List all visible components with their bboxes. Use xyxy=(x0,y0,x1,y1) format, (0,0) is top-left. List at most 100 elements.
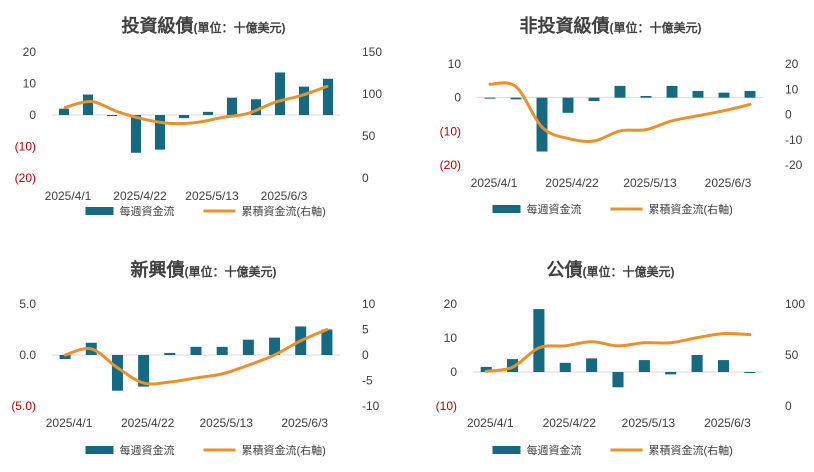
chart-svg: 非投資級債(單位：十億美元) 10 0 (10) (20) 20 10 0 -10 -20 2025… xyxy=(440,15,803,216)
cumulative-flow-line xyxy=(63,328,329,386)
left-tick-label: 0 xyxy=(454,91,461,105)
flow-bar xyxy=(321,329,333,355)
flow-bar xyxy=(692,90,704,98)
flow-bar xyxy=(226,97,238,115)
right-tick-label: 50 xyxy=(785,348,799,362)
x-tick-label: 2025/5/13 xyxy=(185,189,239,203)
left-tick-label: 10 xyxy=(448,57,462,71)
flow-bar xyxy=(216,346,228,355)
x-tick-label: 2025/5/13 xyxy=(623,176,677,190)
right-tick-label: -20 xyxy=(785,158,803,172)
flow-bar xyxy=(510,97,522,100)
left-tick-label: 10 xyxy=(444,331,458,345)
x-tick-label: 2025/4/1 xyxy=(471,176,518,190)
legend-bar-swatch xyxy=(85,207,114,215)
chart-panel-government: 公債(單位：十億美元) 20 10 0 (10) 100 50 0 2025/4/1 2025/4… xyxy=(407,234,814,467)
flow-bar xyxy=(718,92,730,98)
flow-bar xyxy=(480,366,492,372)
right-tick-label: 0 xyxy=(785,399,792,413)
right-tick-label: -10 xyxy=(785,133,803,147)
right-tick-label: 20 xyxy=(785,57,799,71)
right-tick-label: -10 xyxy=(362,399,380,413)
x-tick-label: 2025/4/1 xyxy=(46,416,93,430)
left-tick-label: 0.0 xyxy=(19,348,36,362)
right-tick-label: 0 xyxy=(785,108,792,122)
right-tick-label: 150 xyxy=(362,45,382,59)
flow-bar xyxy=(59,355,71,360)
cumulative-flow-line xyxy=(63,84,329,126)
chart-subtitle: (單位：十億美元) xyxy=(610,20,702,35)
chart-panel-high-yield: 非投資級債(單位：十億美元) 10 0 (10) (20) 20 10 0 -10 -20 2025… xyxy=(407,0,814,234)
legend-bar-label: 每週資金流 xyxy=(120,204,175,218)
right-tick-label: -5 xyxy=(362,374,373,388)
chart-title-main: 新興債 xyxy=(131,259,185,280)
left-tick-label: 20 xyxy=(23,45,37,59)
x-tick-label: 2025/6/3 xyxy=(261,189,308,203)
legend-line-label: 累積資金流(右軸) xyxy=(242,204,326,218)
flow-bar xyxy=(269,337,281,355)
chart-panel-investment-grade: 投資級債(單位：十億美元) 20 10 0 (10) (20) 150 100 50 0 2025/… xyxy=(0,0,407,234)
left-tick-label: (10) xyxy=(436,399,457,413)
left-tick-label: (10) xyxy=(15,140,36,154)
left-tick-label: 10 xyxy=(23,77,37,91)
flow-bar xyxy=(614,85,626,98)
x-tick-label: 2025/4/22 xyxy=(543,416,597,430)
left-tick-label: 0 xyxy=(29,108,36,122)
left-tick-label: 5.0 xyxy=(19,297,36,311)
legend-bar-label: 每週資金流 xyxy=(120,443,175,457)
flow-bar xyxy=(717,360,729,372)
right-tick-label: 50 xyxy=(362,129,376,143)
left-tick-label: (5.0) xyxy=(11,399,36,413)
flow-bar xyxy=(202,111,214,115)
legend-bar-label: 每週資金流 xyxy=(527,202,582,216)
chart-subtitle: (單位：十億美元) xyxy=(583,264,675,279)
legend-bar-swatch xyxy=(492,446,521,454)
chart-subtitle: (單位：十億美元) xyxy=(185,264,277,279)
flow-bar xyxy=(106,115,118,116)
chart-subtitle: (單位：十億美元) xyxy=(194,20,286,35)
chart-title-main: 非投資級債 xyxy=(520,15,610,36)
legend-bar-swatch xyxy=(492,205,521,213)
flow-bar xyxy=(744,372,756,374)
flow-bar xyxy=(178,115,190,119)
left-tick-label: (10) xyxy=(440,124,461,138)
flow-bar xyxy=(666,85,678,98)
flow-bar xyxy=(111,355,123,391)
chart-title-main: 投資級債 xyxy=(122,15,194,36)
flow-bar xyxy=(242,339,254,355)
flow-bar xyxy=(562,97,574,113)
chart-title: 新興債(單位：十億美元) xyxy=(131,259,277,280)
x-tick-label: 2025/4/22 xyxy=(113,189,167,203)
flow-bar xyxy=(58,108,70,115)
x-tick-label: 2025/5/13 xyxy=(199,416,253,430)
flow-bar xyxy=(190,346,202,355)
right-tick-label: 100 xyxy=(362,87,382,101)
chart-svg: 投資級債(單位：十億美元)20100(10)(20)1501005002025/… xyxy=(15,15,383,218)
right-tick-label: 10 xyxy=(362,297,376,311)
left-tick-label: 20 xyxy=(444,297,458,311)
x-tick-label: 2025/4/1 xyxy=(467,416,514,430)
flow-bar xyxy=(250,99,262,115)
cumulative-flow-line xyxy=(484,331,752,373)
chart-title: 公債(單位：十億美元) xyxy=(547,259,675,280)
legend-bar-label: 每週資金流 xyxy=(527,443,582,457)
x-tick-label: 2025/6/3 xyxy=(705,176,752,190)
left-tick-label: (20) xyxy=(15,171,36,185)
chart-title: 非投資級債(單位：十億美元) xyxy=(520,15,702,36)
flow-bar xyxy=(559,362,571,372)
flow-bar xyxy=(744,90,756,98)
flow-bar xyxy=(612,372,624,388)
flow-bar xyxy=(274,72,286,115)
flow-bar xyxy=(586,358,598,372)
chart-title: 投資級債(單位：十億美元) xyxy=(122,15,286,36)
flow-bar xyxy=(588,97,600,102)
legend-line-label: 累積資金流(右軸) xyxy=(649,202,733,216)
right-tick-label: 10 xyxy=(785,82,799,96)
flow-bar xyxy=(298,86,310,115)
flow-bar xyxy=(138,355,150,387)
flow-bar xyxy=(154,115,166,150)
chart-title-main: 公債 xyxy=(547,259,583,280)
flow-bar xyxy=(484,97,496,99)
flow-bar xyxy=(638,360,650,372)
